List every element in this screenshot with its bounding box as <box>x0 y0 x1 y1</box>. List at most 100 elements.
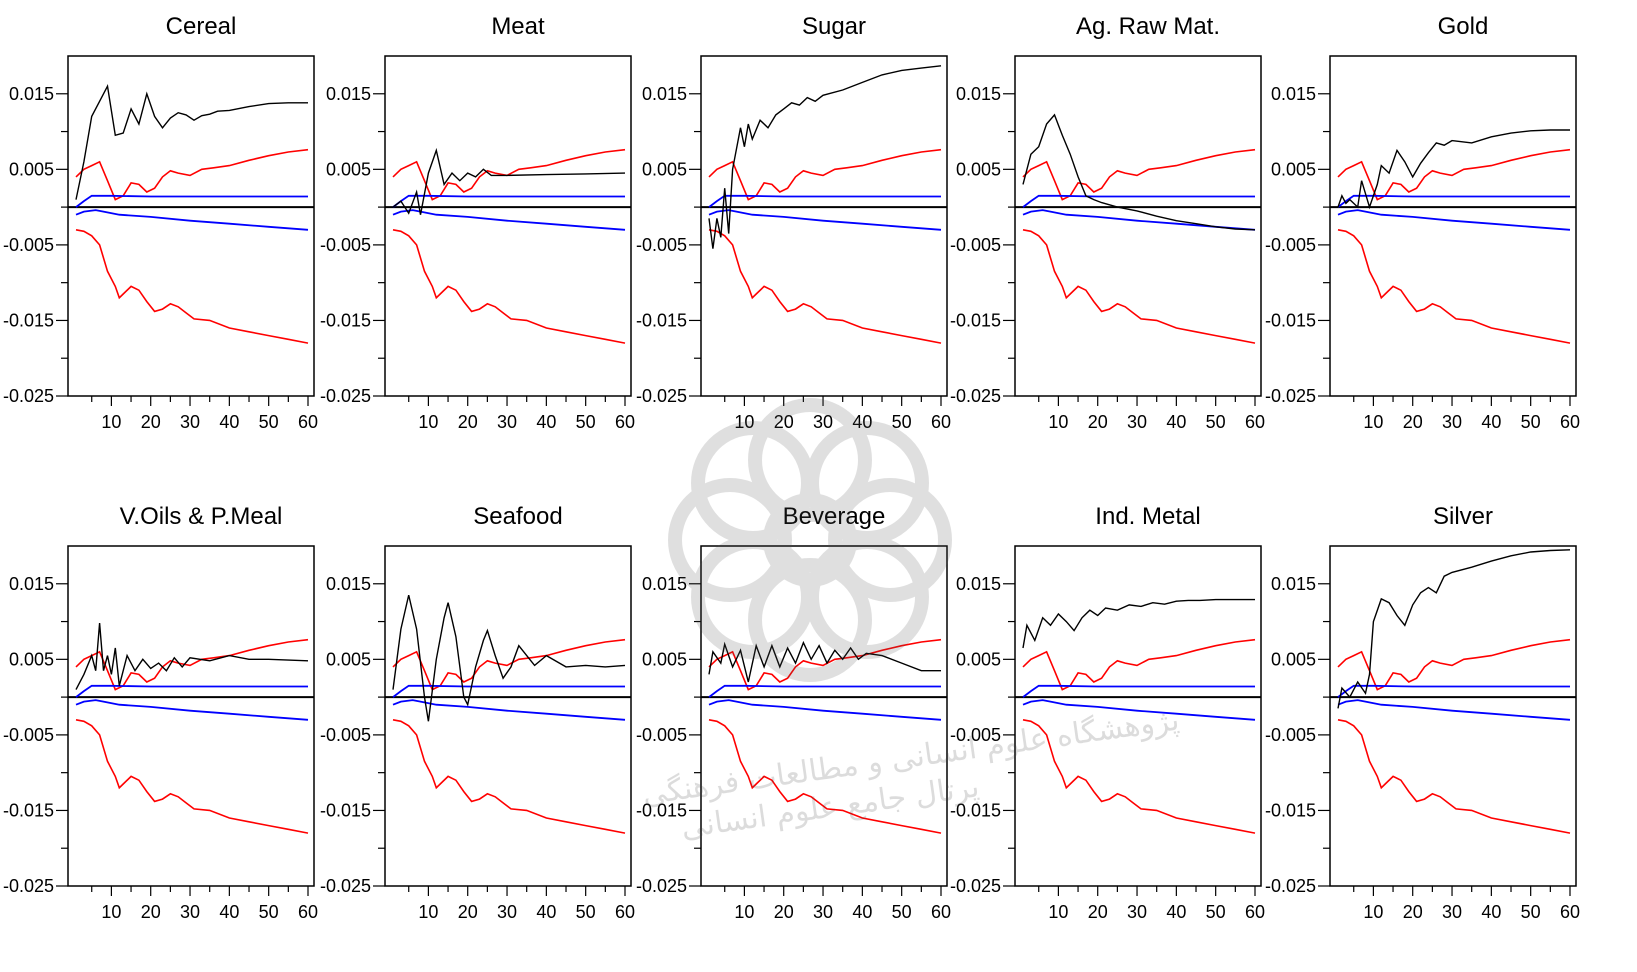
band-upper-red <box>392 638 626 691</box>
band-lower-blue <box>75 699 309 721</box>
panel-2: Meat 0.015 0.005 -0.005 -0.015 -0.025 10 20 30 40… <box>320 13 635 432</box>
band-upper-blue <box>1022 194 1255 208</box>
band-lower-blue <box>75 209 309 231</box>
band-upper-blue <box>75 194 308 208</box>
band-lower-red <box>1337 229 1571 344</box>
y-tick-label: -0.015 <box>636 310 687 330</box>
plot-frame <box>384 55 632 397</box>
panel-title: Ind. Metal <box>1095 503 1200 530</box>
impulse-response-line <box>75 623 309 690</box>
y-tick-label: 0.005 <box>9 159 54 179</box>
band-upper-blue <box>392 684 625 698</box>
impulse-response-line <box>75 84 308 200</box>
panel-3: Sugar 0.015 0.005 -0.005 -0.015 -0.025 10 20 30 4… <box>636 13 951 432</box>
x-tick-label: 20 <box>458 902 478 922</box>
y-tick-label: 0.005 <box>642 649 687 669</box>
x-tick-label: 20 <box>141 902 161 922</box>
y-tick-label: 0.015 <box>9 84 54 104</box>
band-upper-red <box>1337 638 1571 691</box>
y-tick-label: -0.015 <box>3 310 54 330</box>
x-tick-label: 50 <box>576 412 596 432</box>
x-tick-label: 30 <box>813 412 833 432</box>
y-tick-label: 0.005 <box>9 649 54 669</box>
band-upper-red <box>75 638 309 691</box>
impulse-response-line <box>1022 598 1255 649</box>
band-lower-red <box>1022 229 1256 344</box>
band-lower-red <box>392 229 626 344</box>
band-lower-red <box>708 719 942 834</box>
x-tick-label: 50 <box>892 412 912 432</box>
y-tick-label: -0.005 <box>3 725 54 745</box>
x-tick-label: 50 <box>259 412 279 432</box>
band-lower-blue <box>1022 209 1256 231</box>
x-tick-label: 20 <box>1088 412 1108 432</box>
band-upper-blue <box>1022 684 1255 698</box>
plot-frame <box>1329 545 1577 887</box>
plot-frame <box>1329 55 1577 397</box>
x-tick-label: 30 <box>180 412 200 432</box>
impulse-response-line <box>708 65 942 249</box>
panel-title: Cereal <box>166 13 237 40</box>
band-lower-red <box>75 719 309 834</box>
x-tick-label: 30 <box>1127 412 1147 432</box>
x-tick-label: 40 <box>536 902 556 922</box>
x-tick-label: 20 <box>1403 902 1423 922</box>
y-tick-label: -0.025 <box>950 386 1001 406</box>
x-tick-label: 30 <box>1442 902 1462 922</box>
band-lower-blue <box>1337 209 1571 231</box>
x-tick-label: 40 <box>1481 902 1501 922</box>
y-tick-label: 0.015 <box>326 574 371 594</box>
band-upper-blue <box>392 194 625 208</box>
panel-9: Ind. Metal 0.015 0.005 -0.005 -0.015 -0.025 10… <box>950 503 1265 922</box>
y-tick-label: 0.005 <box>326 649 371 669</box>
x-tick-label: 30 <box>1442 412 1462 432</box>
y-tick-label: -0.015 <box>3 800 54 820</box>
y-tick-label: -0.015 <box>320 800 371 820</box>
y-tick-label: 0.015 <box>642 574 687 594</box>
band-upper-red <box>1022 148 1256 201</box>
y-tick-label: 0.015 <box>1271 574 1316 594</box>
band-lower-red <box>1022 719 1256 834</box>
panel-title: Sugar <box>802 13 866 40</box>
x-tick-label: 50 <box>1206 902 1226 922</box>
x-tick-label: 10 <box>101 412 121 432</box>
panel-title: V.Oils & P.Meal <box>120 503 283 530</box>
panel-title: Meat <box>491 13 545 40</box>
x-tick-label: 20 <box>1088 902 1108 922</box>
panel-title: Seafood <box>473 503 562 530</box>
x-tick-label: 30 <box>180 902 200 922</box>
y-tick-label: -0.005 <box>320 725 371 745</box>
band-upper-blue <box>708 194 941 208</box>
band-lower-red <box>1337 719 1571 834</box>
y-tick-label: 0.005 <box>642 159 687 179</box>
band-upper-red <box>708 638 942 691</box>
band-lower-blue <box>1337 699 1571 721</box>
impulse-response-line <box>392 147 626 215</box>
x-tick-label: 40 <box>1166 902 1186 922</box>
x-tick-label: 40 <box>536 412 556 432</box>
x-tick-label: 60 <box>615 902 635 922</box>
x-tick-label: 60 <box>298 412 318 432</box>
band-upper-red <box>75 148 309 201</box>
y-tick-label: -0.005 <box>1265 235 1316 255</box>
y-tick-label: -0.025 <box>3 386 54 406</box>
band-lower-blue <box>392 699 626 721</box>
x-tick-label: 10 <box>418 412 438 432</box>
y-tick-label: -0.025 <box>636 386 687 406</box>
y-tick-label: 0.005 <box>1271 159 1316 179</box>
band-upper-blue <box>1337 684 1570 698</box>
panel-title: Ag. Raw Mat. <box>1076 13 1220 40</box>
x-tick-label: 10 <box>1048 412 1068 432</box>
y-tick-label: -0.005 <box>636 235 687 255</box>
y-tick-label: 0.015 <box>1271 84 1316 104</box>
x-tick-label: 20 <box>1403 412 1423 432</box>
x-tick-label: 10 <box>1048 902 1068 922</box>
y-tick-label: 0.015 <box>956 574 1001 594</box>
x-tick-label: 30 <box>813 902 833 922</box>
impulse-response-line <box>1022 113 1256 231</box>
panel-10: Silver 0.015 0.005 -0.005 -0.015 -0.025 10 20 30… <box>1265 503 1580 922</box>
impulse-response-line <box>392 594 626 722</box>
band-upper-red <box>1337 148 1571 201</box>
x-tick-label: 10 <box>734 412 754 432</box>
